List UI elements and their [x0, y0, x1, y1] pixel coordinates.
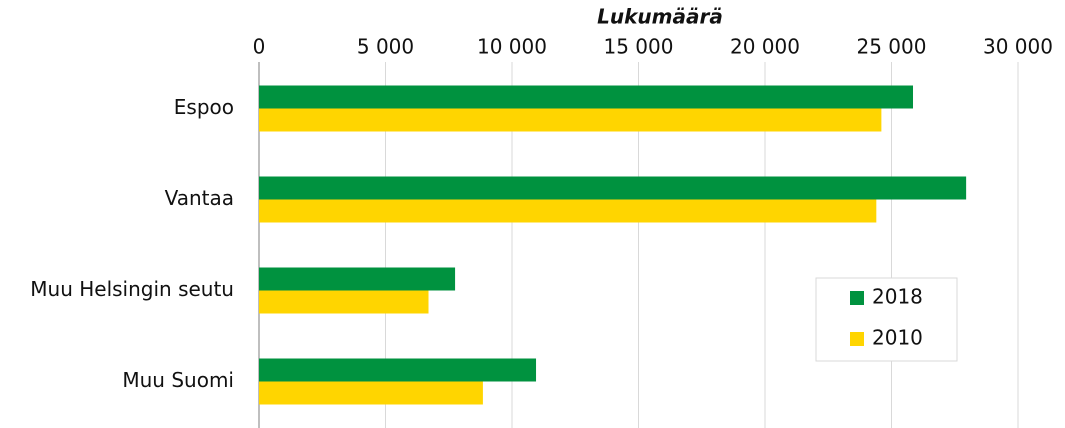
y-tick-label: Vantaa	[165, 186, 234, 210]
y-tick-label: Espoo	[174, 95, 234, 119]
x-tick-label: 10 000	[477, 35, 547, 59]
bar	[259, 108, 882, 132]
y-tick-label: Muu Suomi	[122, 368, 234, 392]
y-tick-label: Muu Helsingin seutu	[30, 277, 234, 301]
x-tick-label: 0	[253, 35, 266, 59]
bar	[259, 381, 483, 405]
x-tick-label: 15 000	[604, 35, 674, 59]
bar	[259, 358, 537, 382]
x-tick-label: 20 000	[730, 35, 800, 59]
bar	[259, 290, 429, 314]
bar	[259, 85, 914, 109]
bar	[259, 176, 967, 200]
legend-label: 2010	[872, 326, 923, 350]
x-tick-label: 30 000	[983, 35, 1053, 59]
legend-box	[815, 277, 958, 362]
bar	[259, 199, 877, 223]
bar	[259, 267, 456, 291]
legend-swatch	[850, 332, 864, 346]
x-tick-label: 5 000	[357, 35, 414, 59]
x-tick-label: 25 000	[857, 35, 927, 59]
legend-swatch	[850, 291, 864, 305]
axis-title: Lukumäärä	[597, 5, 723, 29]
legend-label: 2018	[872, 285, 923, 309]
